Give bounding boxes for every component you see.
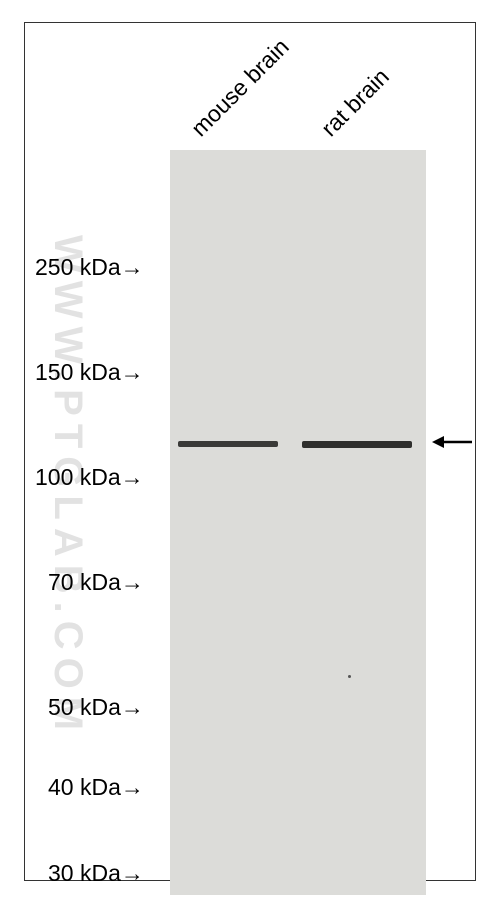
noise-spot — [348, 675, 351, 678]
mw-text: 70 kDa — [48, 569, 121, 595]
mw-label-100: 100 kDa→ — [35, 464, 144, 491]
mw-label-150: 150 kDa→ — [35, 359, 144, 386]
mw-label-50: 50 kDa→ — [48, 694, 144, 721]
arrow-icon: → — [121, 464, 144, 491]
mw-text: 30 kDa — [48, 860, 121, 886]
mw-label-250: 250 kDa→ — [35, 254, 144, 281]
mw-label-30: 30 kDa→ — [48, 860, 144, 887]
mw-text: 40 kDa — [48, 774, 121, 800]
mw-text: 150 kDa — [35, 359, 121, 385]
mw-text: 100 kDa — [35, 464, 121, 490]
blot-figure: mouse brain rat brain WWW.PTGLAB.COM 250… — [0, 0, 500, 903]
blot-membrane — [170, 150, 426, 895]
mw-label-70: 70 kDa→ — [48, 569, 144, 596]
mw-text: 250 kDa — [35, 254, 121, 280]
arrow-icon: → — [121, 359, 144, 386]
arrow-icon: → — [121, 860, 144, 887]
band-indicator-arrow — [432, 427, 474, 461]
mw-text: 50 kDa — [48, 694, 121, 720]
arrow-icon: → — [121, 569, 144, 596]
band-lane1 — [178, 441, 278, 447]
arrow-icon: → — [121, 254, 144, 281]
arrow-icon: → — [121, 694, 144, 721]
arrow-left-icon — [432, 431, 474, 453]
band-lane2 — [302, 441, 412, 448]
arrow-icon: → — [121, 774, 144, 801]
mw-label-40: 40 kDa→ — [48, 774, 144, 801]
